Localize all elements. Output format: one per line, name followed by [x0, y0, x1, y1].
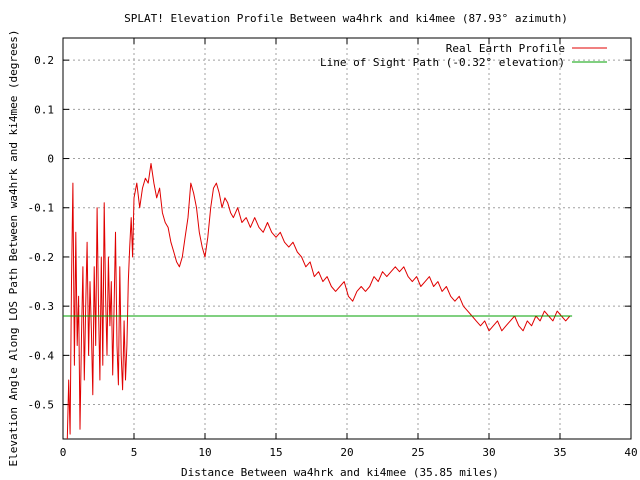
x-tick-label: 40 [624, 446, 637, 459]
legend-label-real-earth: Real Earth Profile [446, 42, 565, 55]
y-tick-label: -0.4 [28, 349, 55, 362]
grid-lines [63, 38, 631, 439]
legend-label-line-of-sight: Line of Sight Path (-0.32° elevation) [320, 56, 565, 69]
series-line-real-earth-profile [66, 163, 571, 440]
x-tick-label: 5 [131, 446, 138, 459]
y-tick-label: 0.1 [34, 103, 54, 116]
x-axis-label: Distance Between wa4hrk and ki4mee (35.8… [181, 466, 499, 479]
x-tick-label: 15 [269, 446, 282, 459]
x-tick-label: 30 [482, 446, 495, 459]
y-tick-label: 0 [47, 153, 54, 166]
series-lines [63, 163, 573, 440]
y-axis-ticks: 0.2 0.1 0 -0.1 -0.2 -0.3 -0.4 -0.5 [28, 54, 631, 412]
legend: Real Earth Profile Line of Sight Path (-… [320, 42, 607, 69]
chart-title: SPLAT! Elevation Profile Between wa4hrk … [124, 12, 568, 25]
y-tick-label: -0.5 [28, 399, 55, 412]
x-axis-ticks: 0 5 10 15 20 25 30 35 40 [60, 38, 638, 459]
x-tick-label: 10 [198, 446, 211, 459]
y-tick-label: -0.1 [28, 202, 55, 215]
y-tick-label: 0.2 [34, 54, 54, 67]
x-tick-label: 0 [60, 446, 67, 459]
x-tick-label: 20 [340, 446, 353, 459]
y-tick-label: -0.2 [28, 251, 55, 264]
x-tick-label: 25 [411, 446, 424, 459]
x-tick-label: 35 [553, 446, 566, 459]
y-tick-label: -0.3 [28, 300, 55, 313]
y-axis-label: Elevation Angle Along LOS Path Between w… [7, 29, 20, 466]
